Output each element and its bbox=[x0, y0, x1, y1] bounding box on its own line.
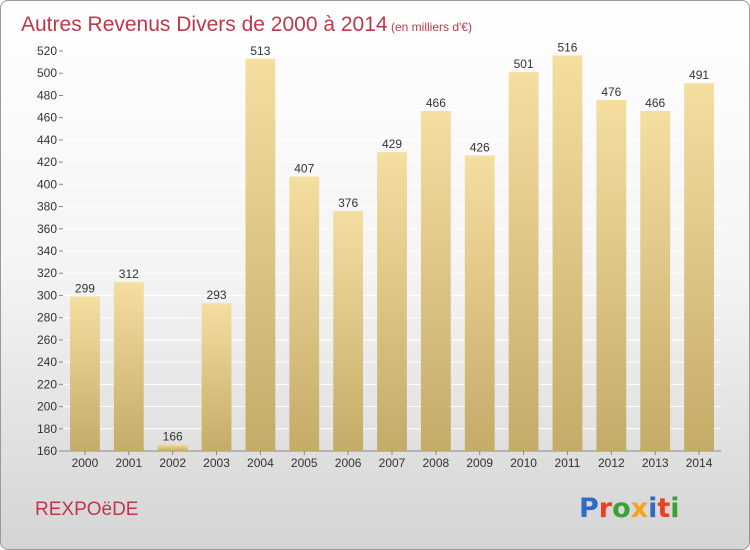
data-label-2003: 293 bbox=[207, 288, 227, 302]
data-label-2011: 516 bbox=[557, 40, 577, 54]
logo-letter: i bbox=[648, 493, 657, 524]
data-label-2010: 501 bbox=[514, 57, 534, 71]
bar-2014 bbox=[684, 83, 714, 451]
bar-2011 bbox=[552, 55, 583, 451]
data-label-2007: 429 bbox=[382, 137, 402, 151]
y-tick-label: 160 bbox=[37, 444, 57, 458]
x-tick-label-2003: 2003 bbox=[203, 456, 230, 470]
y-tick-label: 300 bbox=[37, 288, 57, 302]
data-labels: 299 312 166 293 513 407 376 429 466 426 501 516 476 4… bbox=[75, 40, 709, 443]
y-tick-label: 380 bbox=[37, 200, 57, 214]
y-tick-label: 280 bbox=[37, 311, 57, 325]
bar-2012 bbox=[596, 99, 627, 451]
logo-letter: x bbox=[631, 493, 648, 524]
chart-title: Autres Revenus Divers de 2000 à 2014 bbox=[21, 13, 388, 36]
data-label-2004: 513 bbox=[250, 44, 270, 58]
x-tick-label-2004: 2004 bbox=[247, 456, 274, 470]
x-tick-label-2010: 2010 bbox=[510, 456, 537, 470]
bar-2002 bbox=[157, 444, 188, 451]
y-tick-label: 260 bbox=[37, 333, 57, 347]
x-tick-label-2002: 2002 bbox=[159, 456, 186, 470]
bar-2005 bbox=[289, 176, 320, 452]
y-tick-label: 520 bbox=[37, 44, 57, 58]
y-tick-label: 460 bbox=[37, 111, 57, 125]
y-tick-label: 340 bbox=[37, 244, 57, 258]
x-tick-label-2008: 2008 bbox=[423, 456, 450, 470]
y-axis-ticks: 160 180 200 220 240 260 280 300 320 340 360 380 400 4… bbox=[37, 44, 63, 458]
y-tick-label: 320 bbox=[37, 266, 57, 280]
data-label-2012: 476 bbox=[601, 85, 621, 99]
bar-2004 bbox=[245, 58, 276, 452]
x-tick-label-2001: 2001 bbox=[115, 456, 142, 470]
data-label-2008: 466 bbox=[426, 96, 446, 110]
data-label-2000: 299 bbox=[75, 282, 95, 296]
y-tick-label: 200 bbox=[37, 400, 57, 414]
bar-2013 bbox=[640, 111, 671, 451]
data-label-2014: 491 bbox=[689, 68, 709, 82]
logo-letter: r bbox=[599, 493, 613, 524]
y-tick-label: 500 bbox=[37, 66, 57, 80]
y-tick-label: 180 bbox=[37, 422, 57, 436]
data-label-2006: 376 bbox=[338, 196, 358, 210]
bar-2010 bbox=[508, 72, 539, 451]
logo-letter: o bbox=[612, 493, 631, 524]
bar-2008 bbox=[420, 111, 451, 451]
proxiti-logo: Proxiti bbox=[579, 493, 680, 524]
x-tick-label-2009: 2009 bbox=[466, 456, 493, 470]
x-tick-label-2006: 2006 bbox=[335, 456, 362, 470]
y-tick-label: 440 bbox=[37, 133, 57, 147]
bar-2000 bbox=[70, 296, 100, 451]
x-tick-label-2000: 2000 bbox=[72, 456, 99, 470]
x-tick-label-2005: 2005 bbox=[291, 456, 318, 470]
y-tick-label: 420 bbox=[37, 155, 57, 169]
logo-letter: P bbox=[579, 493, 599, 524]
commune-name: REXPOëDE bbox=[35, 499, 138, 520]
y-tick-label: 480 bbox=[37, 88, 57, 102]
y-tick-label: 400 bbox=[37, 177, 57, 191]
x-tick-label-2007: 2007 bbox=[379, 456, 406, 470]
y-tick-label: 220 bbox=[37, 377, 57, 391]
bar-2007 bbox=[377, 152, 407, 451]
x-tick-label-2012: 2012 bbox=[598, 456, 625, 470]
y-tick-label: 240 bbox=[37, 355, 57, 369]
x-tick-label-2014: 2014 bbox=[686, 456, 713, 470]
data-label-2002: 166 bbox=[163, 429, 183, 443]
chart-subtitle: (en milliers d'€) bbox=[391, 20, 472, 34]
bar-2009 bbox=[464, 155, 495, 451]
x-axis-ticks: 2000 2001 2002 2003 2004 2005 2006 2007 2008 2009… bbox=[72, 451, 713, 470]
x-tick-label-2013: 2013 bbox=[642, 456, 669, 470]
data-label-2005: 407 bbox=[294, 162, 314, 176]
bar-2006 bbox=[333, 211, 364, 451]
data-label-2001: 312 bbox=[119, 267, 139, 281]
logo-letter: i bbox=[670, 493, 679, 524]
y-tick-label: 360 bbox=[37, 222, 57, 236]
bar-2001 bbox=[113, 282, 144, 451]
data-label-2009: 426 bbox=[470, 140, 490, 154]
x-tick-label-2011: 2011 bbox=[555, 456, 581, 470]
data-label-2013: 466 bbox=[645, 96, 665, 110]
bars bbox=[70, 55, 714, 452]
logo-letter: t bbox=[657, 493, 670, 524]
bar-2003 bbox=[201, 303, 232, 451]
